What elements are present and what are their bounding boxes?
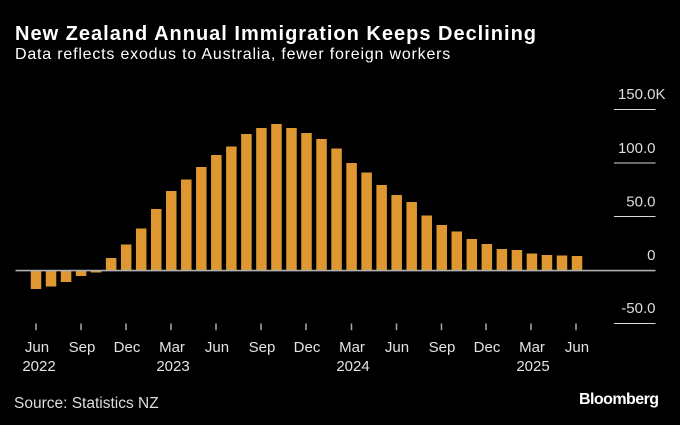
svg-text:Sep: Sep	[249, 339, 276, 356]
svg-text:Dec: Dec	[114, 339, 141, 356]
svg-text:100.0: 100.0	[618, 140, 656, 157]
svg-text:0: 0	[647, 247, 655, 264]
svg-text:Jun: Jun	[205, 339, 229, 356]
svg-text:Dec: Dec	[474, 339, 501, 356]
svg-text:Bloomberg: Bloomberg	[579, 391, 659, 408]
svg-text:Mar: Mar	[519, 339, 545, 356]
svg-text:-50.0: -50.0	[621, 300, 655, 317]
svg-text:Dec: Dec	[294, 339, 321, 356]
svg-text:Sep: Sep	[429, 339, 456, 356]
svg-text:2022: 2022	[22, 358, 55, 375]
svg-text:Mar: Mar	[339, 339, 365, 356]
svg-text:2023: 2023	[156, 358, 189, 375]
svg-text:2024: 2024	[336, 358, 369, 375]
svg-text:50.0: 50.0	[626, 194, 655, 211]
svg-text:Jun: Jun	[385, 339, 409, 356]
svg-text:150.0: 150.0	[618, 86, 656, 103]
svg-text:Jun: Jun	[565, 339, 589, 356]
svg-text:Source: Statistics NZ: Source: Statistics NZ	[14, 395, 159, 412]
svg-text:Jun: Jun	[25, 339, 49, 356]
svg-text:Mar: Mar	[159, 339, 185, 356]
svg-text:2025: 2025	[516, 358, 549, 375]
svg-text:Sep: Sep	[69, 339, 96, 356]
svg-text:K: K	[656, 86, 666, 103]
